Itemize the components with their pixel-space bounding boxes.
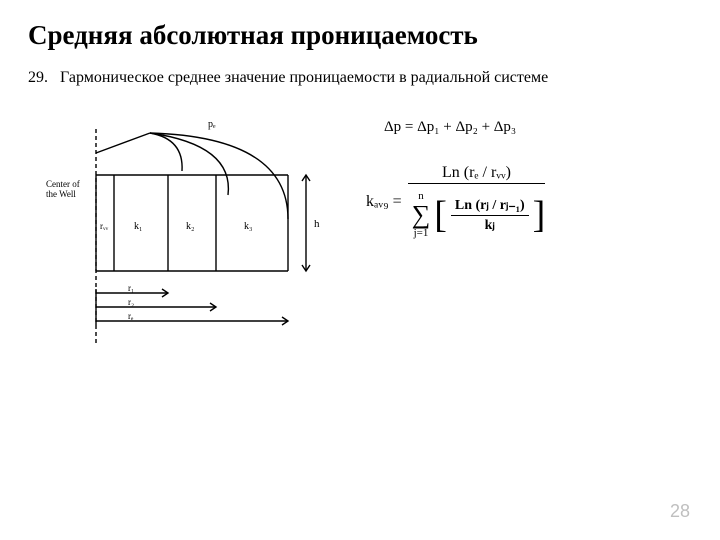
content-row: Center of the Well pₑ h rᵥᵥ k₁ k₂ k₃ r₁ …: [28, 111, 692, 391]
kavg-lhs: kₐᵥ₉ =: [366, 193, 402, 211]
equation-dp: Δp = Δp₁ + Δp₂ + Δp₃: [384, 119, 692, 136]
label-pe: pₑ: [208, 119, 216, 130]
label-rw: rᵥᵥ: [100, 221, 109, 231]
label-r1: r₁: [128, 283, 134, 293]
label-k3: k₃: [244, 221, 253, 232]
inner-numerator: Ln (rⱼ / rⱼ₋₁): [451, 197, 529, 215]
label-k1: k₁: [134, 221, 143, 232]
label-center-1: Center of: [46, 179, 80, 189]
label-k2: k₂: [186, 221, 195, 232]
label-center-2: the Well: [46, 189, 76, 199]
bracket-right-icon: ]: [533, 196, 546, 234]
radial-diagram: Center of the Well pₑ h rᵥᵥ k₁ k₂ k₃ r₁ …: [28, 111, 358, 391]
label-re: rₑ: [128, 311, 134, 321]
sigma-icon: ∑: [412, 202, 431, 228]
item-number: 29.: [28, 69, 48, 87]
page-title: Средняя абсолютная проницаемость: [28, 20, 692, 51]
equation-kavg: kₐᵥ₉ = Ln (rₑ / rᵥᵥ) n ∑ j=1 [: [366, 164, 692, 239]
formula-block: Δp = Δp₁ + Δp₂ + Δp₃ kₐᵥ₉ = Ln (rₑ / rᵥᵥ…: [358, 111, 692, 239]
page-number: 28: [670, 501, 690, 522]
subtitle-row: 29. Гармоническое среднее значение прони…: [28, 69, 692, 87]
label-r2: r₂: [128, 297, 134, 307]
kavg-numerator: Ln (rₑ / rᵥᵥ): [436, 164, 517, 183]
sum-lower: j=1: [414, 228, 429, 239]
subtitle-text: Гармоническое среднее значение проницаем…: [60, 69, 548, 86]
inner-denominator: kⱼ: [485, 216, 495, 234]
label-h: h: [314, 218, 320, 230]
bracket-left-icon: [: [434, 196, 447, 234]
